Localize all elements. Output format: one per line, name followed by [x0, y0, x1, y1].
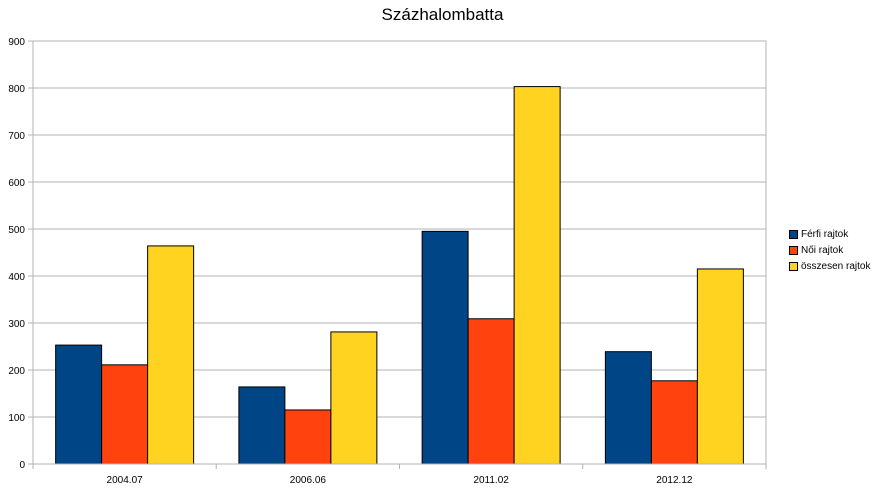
bar-f-rfi-rajtok-2006-06 [238, 386, 286, 465]
legend-swatch [789, 261, 798, 271]
legend-item: összesen rajtok [789, 258, 870, 274]
bar-n-i-rajtok-2012-12 [650, 380, 698, 465]
bar-n-i-rajtok-2006-06 [284, 409, 332, 465]
legend-swatch [789, 229, 798, 239]
legend-label: Férfi rajtok [801, 228, 849, 240]
y-tick-label: 200 [8, 366, 25, 377]
bar-f-rfi-rajtok-2004-07 [55, 344, 103, 465]
x-tick-label: 2011.02 [473, 475, 509, 486]
bar-sszesen-rajtok-2011-02 [513, 86, 561, 465]
chart-title: Százhalombatta [381, 5, 504, 24]
x-tick-label: 2012.12 [656, 475, 693, 486]
y-tick-label: 700 [8, 131, 25, 142]
bar-sszesen-rajtok-2006-06 [330, 331, 378, 465]
bar-f-rfi-rajtok-2011-02 [421, 230, 469, 465]
x-tick-label: 2004.07 [107, 475, 144, 486]
bar-f-rfi-rajtok-2012-12 [604, 351, 652, 465]
bar-sszesen-rajtok-2004-07 [147, 245, 195, 465]
y-tick-label: 500 [8, 225, 25, 236]
x-tick-label: 2006.06 [290, 475, 327, 486]
y-tick-label: 0 [19, 460, 25, 471]
y-tick-label: 100 [8, 413, 25, 424]
plot-area-border [32, 40, 767, 465]
y-tick-label: 800 [8, 84, 25, 95]
bar-n-i-rajtok-2004-07 [101, 364, 149, 465]
chart-legend: Férfi rajtok Női rajtok összesen rajtok [789, 226, 870, 274]
legend-label: Női rajtok [801, 244, 844, 256]
bar-n-i-rajtok-2011-02 [467, 318, 515, 465]
y-tick-label: 400 [8, 272, 25, 283]
legend-item: Férfi rajtok [789, 226, 870, 242]
y-tick-label: 600 [8, 178, 25, 189]
legend-item: Női rajtok [789, 242, 870, 258]
legend-label: összesen rajtok [801, 260, 871, 272]
y-tick-label: 900 [8, 37, 25, 48]
y-tick-label: 300 [8, 319, 25, 330]
legend-swatch [789, 245, 798, 255]
bar-sszesen-rajtok-2012-12 [696, 268, 744, 465]
